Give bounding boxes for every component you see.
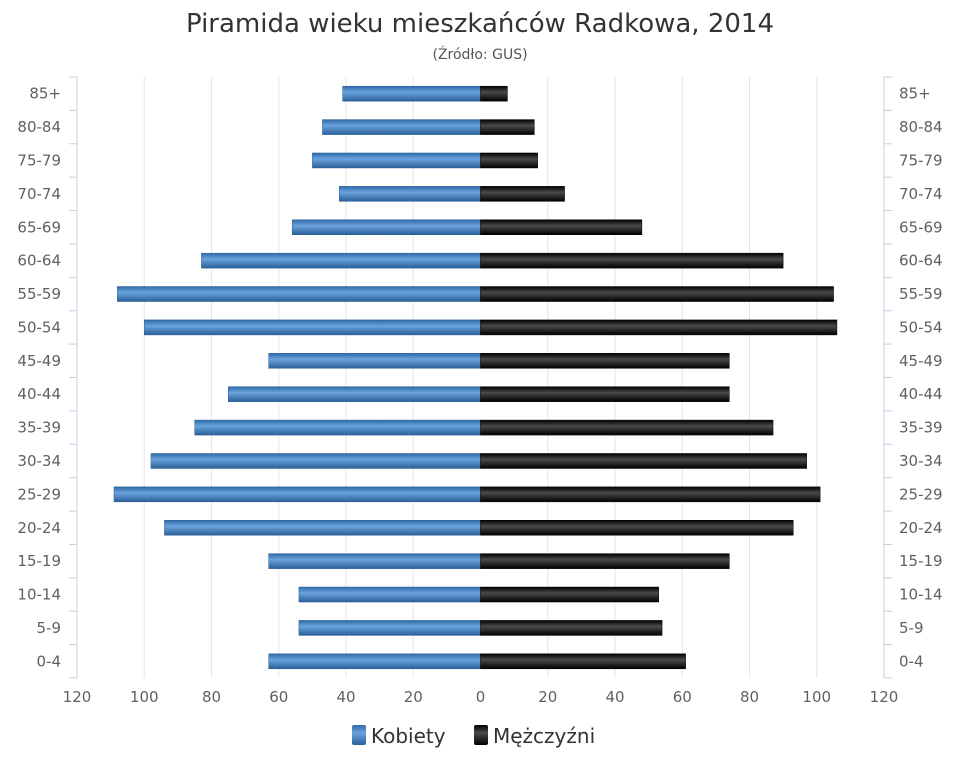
category-label-left: 0-4 [37,652,62,670]
bar-mezczyzni-70-74[interactable] [480,186,565,202]
axes [69,76,892,679]
category-label-left: 75-79 [17,151,61,169]
bar-kobiety-45-49[interactable] [268,353,481,369]
category-label-left: 15-19 [17,552,61,570]
bar-kobiety-15-19[interactable] [268,553,481,569]
category-label-left: 5-9 [37,619,62,637]
bar-kobiety-10-14[interactable] [298,586,481,603]
bar-mezczyzni-5-9[interactable] [480,620,663,636]
category-label-right: 0-4 [899,652,924,670]
x-tick-label: 60 [269,688,288,706]
bar-mezczyzni-15-19[interactable] [480,553,730,569]
bar-kobiety-65-69[interactable] [291,219,481,235]
bar-mezczyzni-30-34[interactable] [480,453,807,469]
x-tick-label: 20 [538,688,557,706]
grid-lines [143,77,818,678]
category-label-left: 50-54 [17,318,61,336]
x-tick-label: 80 [740,688,759,706]
x-axis-ticks: 120 100 80 60 40 20 0 20 40 60 80 100 120 [63,688,899,706]
bar-kobiety-85+[interactable] [342,85,481,102]
category-label-right: 25-29 [899,485,943,503]
bar-kobiety-80-84[interactable] [322,119,481,135]
legend-label-mezczyzni[interactable]: Mężczyźni [493,724,595,748]
category-label-right: 10-14 [899,586,943,604]
category-label-right: 15-19 [899,552,943,570]
category-label-right: 35-39 [899,419,943,437]
category-label-left: 55-59 [17,285,61,303]
bar-mezczyzni-65-69[interactable] [480,219,643,235]
category-label-left: 85+ [29,85,61,103]
bar-mezczyzni-35-39[interactable] [480,419,774,436]
legend-swatch-mezczyzni [474,725,488,745]
bar-mezczyzni-80-84[interactable] [480,119,535,135]
x-tick-label: 120 [870,688,899,706]
category-label-left: 40-44 [17,385,61,403]
category-label-left: 60-64 [17,252,61,270]
category-label-left: 65-69 [17,218,61,236]
x-tick-label: 20 [404,688,423,706]
x-tick-label: 100 [802,688,831,706]
x-tick-label: 80 [202,688,221,706]
bar-kobiety-0-4[interactable] [268,653,481,670]
bar-mezczyzni-60-64[interactable] [480,252,784,269]
category-label-right: 30-34 [899,452,943,470]
category-label-left: 45-49 [17,352,61,370]
category-label-right: 50-54 [899,318,943,336]
bar-kobiety-5-9[interactable] [298,620,481,636]
x-tick-label: 120 [63,688,92,706]
category-label-right: 20-24 [899,519,943,537]
bar-kobiety-25-29[interactable] [113,486,481,503]
bar-kobiety-70-74[interactable] [339,186,481,202]
bar-mezczyzni-55-59[interactable] [480,286,834,302]
bar-kobiety-55-59[interactable] [117,286,481,302]
bar-mezczyzni-40-44[interactable] [480,386,730,402]
category-label-right: 60-64 [899,252,943,270]
legend-swatch-kobiety [352,725,366,745]
category-label-right: 55-59 [899,285,943,303]
bar-kobiety-50-54[interactable] [144,319,481,336]
category-labels: 0-4 0-4 5-9 5-9 10-14 10-14 15-19 15-19 20-24 20-… [17,85,942,671]
bars [113,85,838,670]
bar-mezczyzni-10-14[interactable] [480,586,659,603]
x-tick-label: 40 [605,688,624,706]
category-label-right: 75-79 [899,151,943,169]
bar-kobiety-35-39[interactable] [194,419,481,436]
x-tick-label: 0 [476,688,486,706]
bar-mezczyzni-45-49[interactable] [480,353,730,369]
category-label-right: 65-69 [899,218,943,236]
chart-title: Piramida wieku mieszkańców Radkowa, 2014 [186,9,774,39]
bar-mezczyzni-85+[interactable] [480,85,508,102]
legend-label-kobiety[interactable]: Kobiety [371,724,446,748]
category-label-left: 35-39 [17,419,61,437]
bar-mezczyzni-0-4[interactable] [480,653,686,670]
category-label-right: 5-9 [899,619,924,637]
bar-mezczyzni-25-29[interactable] [480,486,821,503]
category-label-left: 20-24 [17,519,61,537]
bar-kobiety-40-44[interactable] [228,386,481,402]
category-label-right: 70-74 [899,185,943,203]
category-label-left: 70-74 [17,185,61,203]
x-tick-label: 40 [336,688,355,706]
bar-kobiety-30-34[interactable] [150,453,481,469]
x-tick-label: 60 [673,688,692,706]
bar-mezczyzni-50-54[interactable] [480,319,838,336]
category-label-left: 25-29 [17,485,61,503]
category-label-right: 45-49 [899,352,943,370]
category-label-right: 80-84 [899,118,943,136]
x-tick-label: 100 [130,688,159,706]
category-label-left: 10-14 [17,586,61,604]
category-label-left: 30-34 [17,452,61,470]
bar-kobiety-20-24[interactable] [164,520,481,536]
bar-kobiety-60-64[interactable] [201,252,481,269]
bar-kobiety-75-79[interactable] [312,152,481,169]
category-label-right: 85+ [899,85,931,103]
bar-mezczyzni-75-79[interactable] [480,152,538,169]
category-label-left: 80-84 [17,118,61,136]
legend: Kobiety Mężczyźni [352,724,595,748]
chart-subtitle: (Źródło: GUS) [432,45,527,63]
bar-mezczyzni-20-24[interactable] [480,520,794,536]
category-label-right: 40-44 [899,385,943,403]
